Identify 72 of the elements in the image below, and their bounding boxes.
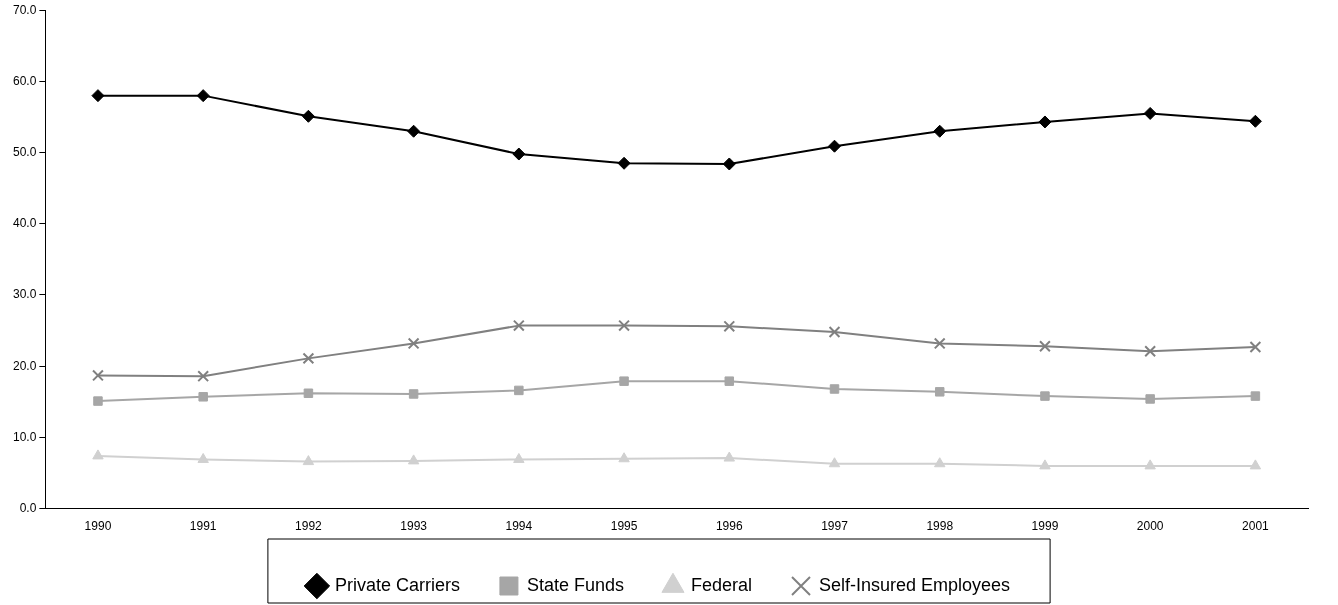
x-tick-label: 1994 [505, 519, 533, 534]
point [92, 369, 104, 382]
point [407, 454, 420, 465]
point [723, 451, 735, 462]
point [723, 320, 736, 333]
point [933, 337, 946, 350]
y-tick-label: 70.0 [13, 2, 37, 17]
point [303, 388, 314, 398]
legend-label: Private Carriers [334, 574, 460, 595]
point [619, 376, 629, 386]
point [93, 396, 103, 406]
y-tick-label: 40.0 [13, 216, 37, 231]
x-tick-label: 1991 [189, 519, 217, 534]
point [1145, 394, 1155, 404]
point [198, 392, 208, 402]
point [197, 370, 210, 383]
point [91, 89, 105, 103]
x-tick-label: 1990 [84, 519, 112, 534]
point [301, 109, 315, 123]
point [1248, 114, 1262, 128]
x-tick-label: 1993 [400, 519, 428, 534]
point [1143, 106, 1157, 120]
point [828, 457, 841, 468]
point [513, 452, 525, 463]
point [1039, 459, 1051, 470]
x-tick-label: 1996 [715, 519, 743, 534]
point [302, 455, 315, 466]
y-tick-label: 50.0 [13, 144, 37, 159]
point [828, 326, 841, 338]
point [1250, 391, 1261, 401]
point [407, 124, 421, 138]
point [1249, 341, 1262, 353]
point [196, 89, 210, 103]
point [722, 157, 736, 171]
point [197, 452, 209, 463]
point [934, 457, 946, 468]
point [302, 352, 315, 365]
legend-label: Federal [690, 574, 753, 595]
y-tick-label: 0.0 [19, 500, 37, 515]
point [1249, 459, 1262, 470]
x-tick-label: 1995 [610, 519, 638, 534]
x-tick-label: 2001 [1242, 519, 1270, 534]
y-tick-label: 10.0 [13, 429, 37, 444]
x-tick-label: 1999 [1031, 519, 1059, 534]
point [92, 449, 104, 460]
point [1040, 391, 1050, 401]
y-tick-label: 60.0 [13, 73, 37, 88]
point [512, 147, 526, 161]
x-tick-label: 1997 [821, 519, 849, 534]
point [617, 156, 631, 170]
x-tick-label: 1992 [295, 519, 323, 534]
point [514, 385, 524, 396]
point [1039, 340, 1051, 353]
point [828, 139, 842, 153]
legend-label: State Funds [526, 574, 624, 595]
y-tick-label: 30.0 [13, 287, 37, 302]
point [408, 389, 419, 399]
point [1144, 345, 1157, 358]
point [829, 384, 840, 394]
point [1144, 459, 1156, 470]
point [1038, 115, 1052, 129]
x-tick-label: 2000 [1136, 519, 1164, 534]
point [934, 387, 945, 397]
y-tick-label: 20.0 [13, 358, 37, 373]
point [512, 319, 525, 332]
point [724, 376, 735, 386]
point [933, 124, 947, 138]
x-tick-label: 1998 [926, 519, 954, 534]
legend-label: Self-Insured Employees [819, 574, 1011, 595]
point [407, 337, 420, 350]
point [618, 452, 630, 463]
point [618, 319, 631, 332]
